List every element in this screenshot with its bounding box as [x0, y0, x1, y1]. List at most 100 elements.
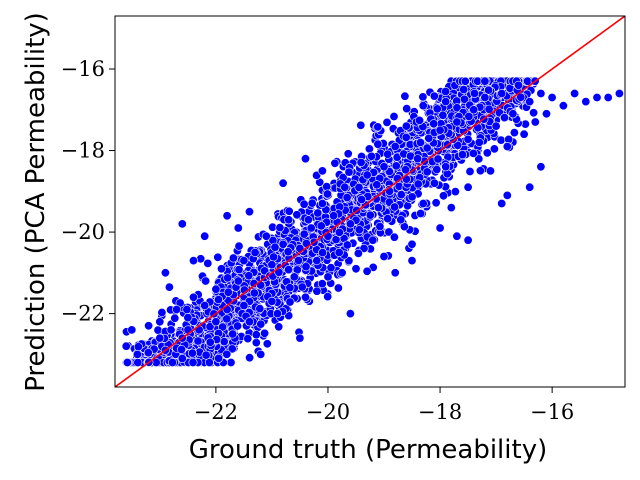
- scatter-point: [389, 232, 399, 242]
- scatter-point: [452, 231, 462, 241]
- scatter-point: [452, 103, 462, 113]
- scatter-point: [316, 221, 326, 231]
- scatter-point: [385, 186, 395, 196]
- scatter-point: [267, 296, 277, 306]
- scatter-point: [234, 241, 244, 251]
- scatter-point: [251, 330, 261, 340]
- scatter-point: [390, 202, 400, 212]
- scatter-point: [233, 276, 243, 286]
- scatter-point: [177, 353, 187, 363]
- scatter-point: [284, 265, 294, 275]
- scatter-point: [529, 108, 539, 118]
- scatter-point: [322, 182, 332, 192]
- scatter-point: [499, 113, 509, 123]
- scatter-point: [223, 273, 233, 283]
- scatter-point: [260, 328, 270, 338]
- scatter-point: [217, 264, 227, 274]
- scatter-point: [391, 161, 401, 171]
- x-tick-label: −20: [306, 400, 350, 424]
- scatter-point: [182, 304, 192, 314]
- scatter-point: [351, 264, 361, 274]
- scatter-point: [214, 353, 224, 363]
- scatter-point: [200, 231, 210, 241]
- scatter-point: [516, 92, 526, 102]
- x-axis: −22 −20 −18 −16: [194, 387, 574, 424]
- scatter-point: [519, 129, 529, 139]
- y-axis-label: Prediction (PCA Permeability): [21, 12, 51, 392]
- scatter-point: [484, 85, 494, 95]
- scatter-point: [157, 307, 167, 317]
- scatter-point: [239, 256, 249, 266]
- scatter-point: [233, 223, 243, 233]
- scatter-point: [401, 121, 411, 131]
- scatter-point: [303, 215, 313, 225]
- scatter-point: [372, 180, 382, 190]
- scatter-point: [272, 309, 282, 319]
- scatter-point: [429, 91, 439, 101]
- scatter-point: [407, 239, 417, 249]
- scatter-point: [359, 243, 369, 253]
- scatter-point: [433, 154, 443, 164]
- scatter-point: [249, 288, 259, 298]
- scatter-point: [285, 297, 295, 307]
- scatter-point: [435, 223, 445, 233]
- scatter-point: [194, 325, 204, 335]
- scatter-point: [160, 268, 170, 278]
- scatter-point: [463, 134, 473, 144]
- scatter-point: [122, 357, 132, 367]
- scatter-point: [415, 138, 425, 148]
- scatter-point: [250, 248, 260, 258]
- scatter-point: [300, 292, 310, 302]
- scatter-point: [297, 282, 307, 292]
- scatter-point: [317, 279, 327, 289]
- scatter-point: [354, 182, 364, 192]
- scatter-point: [121, 341, 131, 351]
- scatter-point: [306, 223, 316, 233]
- scatter-point: [307, 198, 317, 208]
- scatter-point: [463, 235, 473, 245]
- scatter-point: [570, 89, 580, 99]
- scatter-point: [508, 109, 518, 119]
- scatter-point: [133, 342, 143, 352]
- scatter-point: [432, 165, 442, 175]
- scatter-point: [334, 248, 344, 258]
- scatter-point: [413, 179, 423, 189]
- scatter-point: [441, 97, 451, 107]
- scatter-point: [343, 149, 353, 159]
- scatter-point: [203, 258, 213, 268]
- x-axis-label: Ground truth (Permeability): [189, 435, 547, 465]
- scatter-point: [373, 203, 383, 213]
- scatter-point: [400, 165, 410, 175]
- scatter-point: [464, 111, 474, 121]
- scatter-point: [475, 166, 485, 176]
- scatter-point: [497, 89, 507, 99]
- scatter-point: [468, 148, 478, 158]
- scatter-point: [278, 178, 288, 188]
- scatter-point: [441, 87, 451, 97]
- scatter-point: [342, 240, 352, 250]
- scatter-point: [293, 255, 303, 265]
- scatter-point: [318, 248, 328, 258]
- scatter-point: [255, 304, 265, 314]
- scatter-point: [143, 348, 153, 358]
- scatter-point: [331, 235, 341, 245]
- scatter-point: [312, 286, 322, 296]
- scatter-point: [485, 166, 495, 176]
- scatter-point: [460, 76, 470, 86]
- scatter-point: [422, 167, 432, 177]
- scatter-point: [188, 357, 198, 367]
- scatter-point: [547, 93, 557, 103]
- scatter-point: [364, 144, 374, 154]
- scatter-point: [274, 322, 284, 332]
- scatter-point: [329, 211, 339, 221]
- scatter-point: [213, 252, 223, 262]
- scatter-point: [323, 292, 333, 302]
- scatter-point: [226, 357, 236, 367]
- scatter-point: [144, 321, 154, 331]
- scatter-point: [390, 268, 400, 278]
- scatter-point: [334, 227, 344, 237]
- scatter-point: [283, 247, 293, 257]
- scatter-point: [463, 182, 473, 192]
- scatter-point: [201, 276, 211, 286]
